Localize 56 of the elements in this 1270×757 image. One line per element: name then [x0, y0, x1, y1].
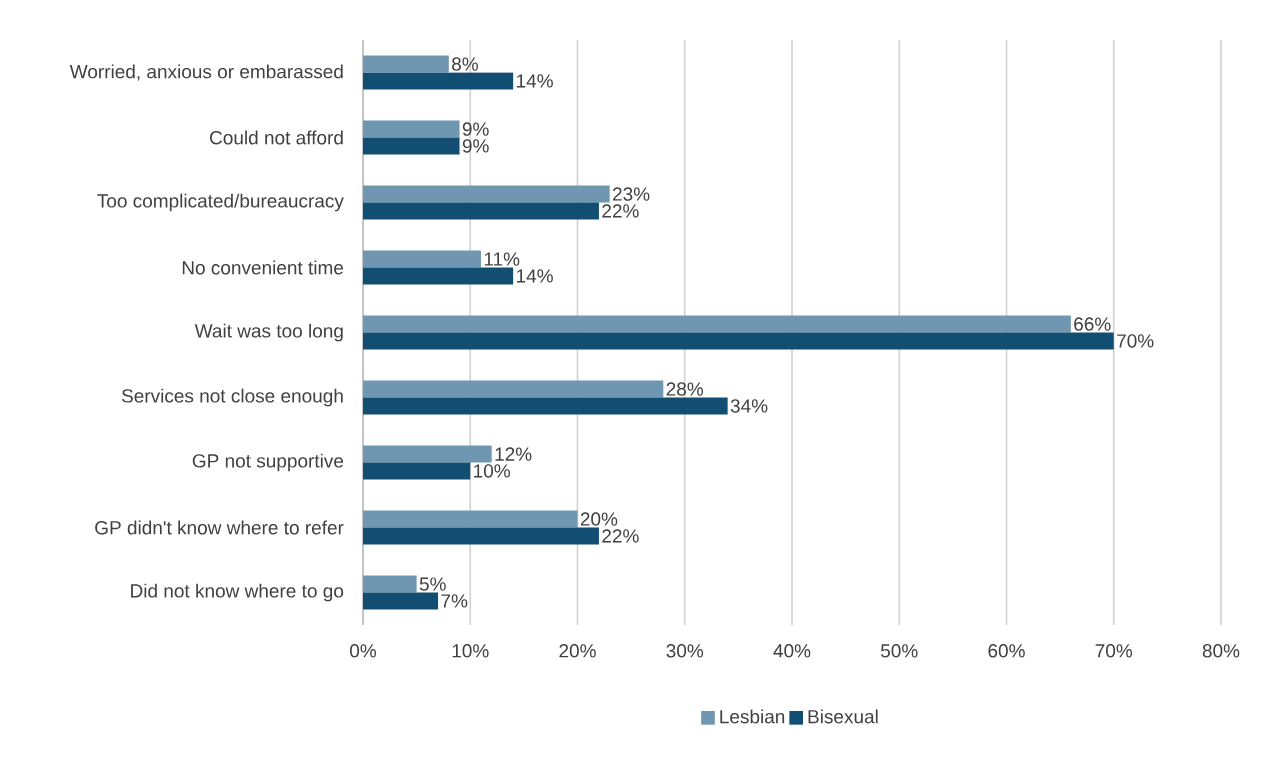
data-label: 34%: [730, 399, 768, 413]
bar: [363, 575, 417, 593]
y-tick-label: GP didn't know where to refer: [95, 520, 344, 535]
data-label: 22%: [602, 204, 639, 218]
y-tick-label: Could not afford: [210, 130, 343, 145]
legend-label: Lesbian: [720, 709, 785, 724]
data-label: 14%: [516, 74, 553, 88]
x-tick-label: 60%: [988, 644, 1025, 658]
x-tick-label: 70%: [1095, 644, 1133, 658]
data-label: 28%: [666, 382, 704, 396]
y-tick-label: Services not close enough: [121, 388, 343, 407]
x-tick-label: 80%: [1202, 644, 1240, 658]
bar: [363, 202, 599, 220]
y-tick-label: GP not supportive: [192, 453, 344, 472]
data-label: 22%: [602, 529, 639, 543]
bar: [363, 527, 599, 545]
data-label: 66%: [1074, 317, 1111, 331]
data-label: 23%: [613, 187, 650, 201]
x-tick-label: 40%: [773, 644, 811, 658]
bar: [363, 380, 664, 398]
x-tick-label: 20%: [559, 644, 596, 658]
x-tick-label: 30%: [666, 644, 704, 658]
bar: [363, 397, 728, 415]
y-tick-label: Too complicated/bureaucracy: [97, 193, 344, 212]
data-label: 9%: [462, 122, 489, 136]
x-tick-label: 50%: [880, 644, 918, 658]
x-tick-label: 10%: [452, 644, 489, 658]
bar: [363, 462, 471, 480]
data-label: 8%: [452, 57, 478, 71]
y-tick-label: Did not know where to go: [131, 583, 344, 602]
bar: [363, 185, 610, 203]
bar: [363, 592, 439, 610]
data-label: 12%: [495, 447, 532, 461]
data-label: 14%: [516, 269, 553, 283]
data-label: 70%: [1117, 334, 1154, 348]
data-label: 11%: [484, 252, 520, 266]
bar: [363, 250, 481, 268]
bar: [363, 137, 460, 155]
bar: [363, 332, 1114, 350]
bar: [363, 267, 514, 285]
data-label: 20%: [580, 512, 618, 526]
x-tick-label: 0%: [350, 644, 377, 658]
bar: [363, 72, 514, 90]
bar: [363, 120, 460, 138]
bar: [363, 510, 578, 528]
data-label: 10%: [474, 464, 510, 478]
y-tick-label: Worried, anxious or embarassed: [69, 64, 343, 81]
data-label: 5%: [419, 577, 446, 591]
bar: [363, 315, 1071, 333]
legend-label: Bisexual: [808, 709, 878, 724]
bar: [363, 55, 449, 73]
y-tick-label: No convenient time: [182, 260, 344, 275]
data-label: 7%: [441, 594, 468, 608]
bar: [363, 445, 492, 463]
data-label: 9%: [462, 139, 489, 153]
y-tick-label: Wait was too long: [194, 323, 343, 342]
